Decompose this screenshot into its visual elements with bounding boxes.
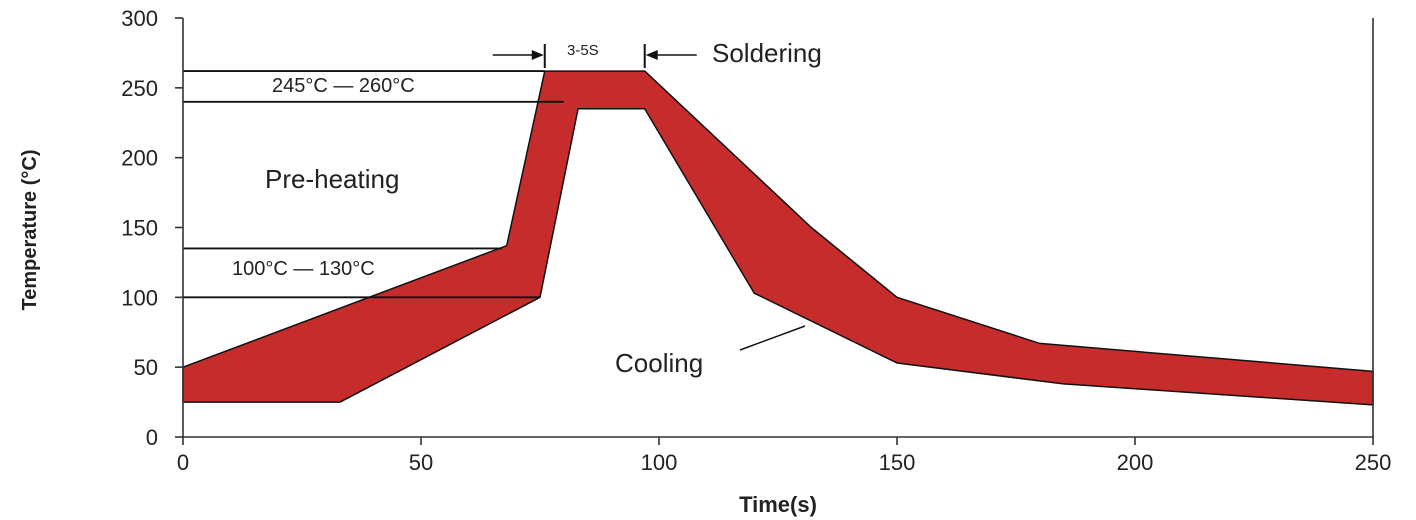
- axes-layer: 0 50 100 150 200 250 300 0 50 100 150 200 250: [121, 6, 1391, 475]
- solder-range-label: 245°C — 260°C: [272, 75, 415, 97]
- cooling-label: Cooling: [615, 348, 703, 378]
- x-tick-label-0: 0: [177, 450, 189, 475]
- y-tick-label-150: 150: [121, 216, 158, 241]
- y-tick-label-300: 300: [121, 6, 158, 31]
- y-axis-title: Temperature (°C): [19, 150, 41, 311]
- y-tick-label-50: 50: [134, 355, 158, 380]
- soldering-label: Soldering: [712, 38, 822, 68]
- y-tick-label-100: 100: [121, 285, 158, 310]
- y-tick-label-250: 250: [121, 76, 158, 101]
- x-tick-label-100: 100: [641, 450, 678, 475]
- dwell-right-arrow-icon: [645, 50, 658, 60]
- dwell-left-arrow-icon: [531, 50, 544, 60]
- cooling-leader-line: [739, 325, 806, 351]
- temperature-band: [182, 70, 1374, 406]
- x-tick-label-200: 200: [1117, 450, 1154, 475]
- range-guide-layer: [183, 44, 806, 351]
- x-tick-label-250: 250: [1355, 450, 1392, 475]
- x-axis-title: Time(s): [739, 492, 817, 517]
- y-tick-label-200: 200: [121, 146, 158, 171]
- temperature-band-layer: [182, 70, 1374, 406]
- y-tick-label-0: 0: [146, 425, 158, 450]
- preheat-range-label: 100°C — 130°C: [232, 258, 375, 280]
- x-tick-label-150: 150: [879, 450, 916, 475]
- preheating-label: Pre-heating: [265, 164, 399, 194]
- dwell-time-label: 3-5S: [567, 42, 599, 59]
- x-tick-label-50: 50: [409, 450, 433, 475]
